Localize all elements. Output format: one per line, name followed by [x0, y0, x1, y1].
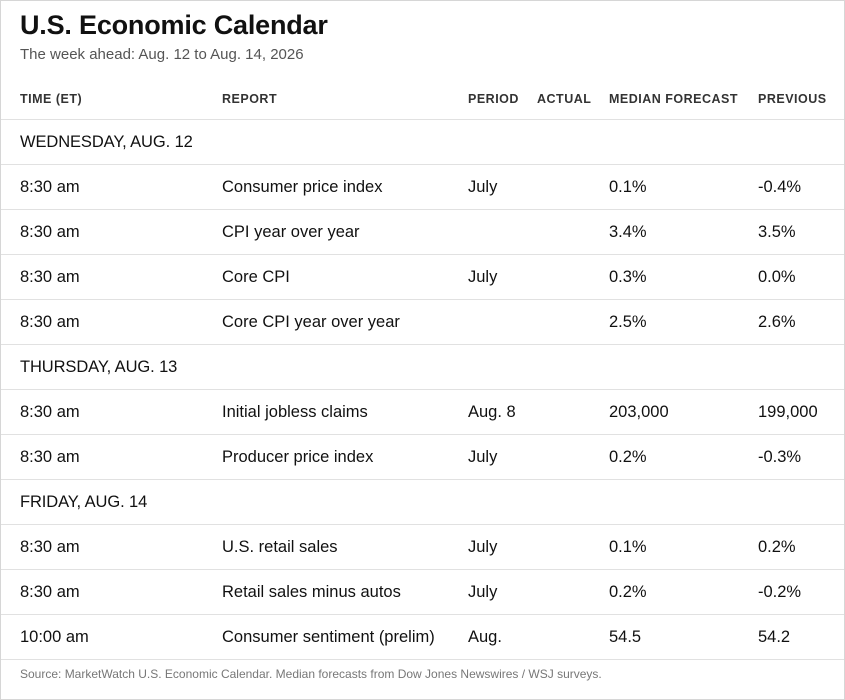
page-title: U.S. Economic Calendar: [20, 10, 328, 40]
cell-report: Producer price index: [222, 448, 374, 466]
cell-previous: -0.2%: [758, 583, 802, 601]
table-row: 8:30 am U.S. retail sales July 0.1% 0.2%: [1, 525, 844, 570]
cell-time: 8:30 am: [20, 403, 80, 421]
table-row: 8:30 am Retail sales minus autos July 0.2% -…: [1, 570, 844, 615]
cell-time: 8:30 am: [20, 583, 80, 601]
cell-period: Aug. 8: [468, 403, 516, 421]
table-row: 8:30 am Core CPI July 0.3% 0.0%: [1, 255, 844, 300]
cell-time: 10:00 am: [20, 628, 89, 646]
page-subtitle: The week ahead: Aug. 12 to Aug. 14, 2026: [20, 46, 304, 63]
column-header-median-forecast: MEDIAN FORECAST: [609, 92, 739, 106]
day-heading-row: WEDNESDAY, AUG. 12: [1, 120, 844, 165]
cell-period: July: [468, 178, 498, 196]
column-header-time: TIME (ET): [20, 92, 83, 106]
cell-previous: 0.0%: [758, 268, 796, 286]
cell-previous: 2.6%: [758, 313, 796, 331]
table-row: 8:30 am Consumer price index July 0.1% -0.4%: [1, 165, 844, 210]
cell-period: July: [468, 583, 498, 601]
cell-time: 8:30 am: [20, 313, 80, 331]
column-header-period: PERIOD: [468, 92, 519, 106]
cell-report: Consumer sentiment (prelim): [222, 628, 435, 646]
cell-median-forecast: 3.4%: [609, 223, 647, 241]
table-row: 8:30 am Core CPI year over year 2.5% 2.6%: [1, 300, 844, 345]
day-heading-row: FRIDAY, AUG. 14: [1, 480, 844, 525]
cell-previous: 199,000: [758, 403, 818, 421]
cell-report: Consumer price index: [222, 178, 383, 196]
cell-median-forecast: 0.3%: [609, 268, 647, 286]
cell-median-forecast: 0.2%: [609, 583, 647, 601]
cell-time: 8:30 am: [20, 178, 80, 196]
cell-time: 8:30 am: [20, 268, 80, 286]
cell-report: Retail sales minus autos: [222, 583, 401, 601]
cell-time: 8:30 am: [20, 538, 80, 556]
cell-period: July: [468, 448, 498, 466]
column-header-report: REPORT: [222, 92, 278, 106]
table-body: WEDNESDAY, AUG. 12 8:30 am Consumer price …: [1, 120, 844, 660]
cell-report: Core CPI year over year: [222, 313, 400, 331]
cell-median-forecast: 0.1%: [609, 538, 647, 556]
cell-median-forecast: 2.5%: [609, 313, 647, 331]
calendar-table: TIME (ET) REPORT PERIOD ACTUAL MEDIAN FO…: [1, 79, 844, 660]
cell-report: Core CPI: [222, 268, 290, 286]
cell-previous: 3.5%: [758, 223, 796, 241]
table-row: 10:00 am Consumer sentiment (prelim) Aug. 5…: [1, 615, 844, 660]
cell-report: CPI year over year: [222, 223, 360, 241]
table-row: 8:30 am CPI year over year 3.4% 3.5%: [1, 210, 844, 255]
table-row: 8:30 am Initial jobless claims Aug. 8 203,0…: [1, 390, 844, 435]
cell-period: July: [468, 538, 498, 556]
cell-report: Initial jobless claims: [222, 403, 368, 421]
column-header-previous: PREVIOUS: [758, 92, 827, 106]
table-header: TIME (ET) REPORT PERIOD ACTUAL MEDIAN FO…: [1, 79, 844, 120]
cell-period: Aug.: [468, 628, 502, 646]
cell-previous: 0.2%: [758, 538, 796, 556]
cell-previous: 54.2: [758, 628, 791, 646]
cell-median-forecast: 0.1%: [609, 178, 647, 196]
day-heading: WEDNESDAY, AUG. 12: [20, 133, 193, 151]
cell-median-forecast: 0.2%: [609, 448, 647, 466]
cell-median-forecast: 203,000: [609, 403, 669, 421]
cell-previous: -0.3%: [758, 448, 802, 466]
cell-median-forecast: 54.5: [609, 628, 642, 646]
cell-time: 8:30 am: [20, 223, 80, 241]
cell-previous: -0.4%: [758, 178, 802, 196]
day-heading: FRIDAY, AUG. 14: [20, 493, 148, 511]
column-header-actual: ACTUAL: [537, 92, 592, 106]
cell-period: July: [468, 268, 498, 286]
cell-time: 8:30 am: [20, 448, 80, 466]
day-heading: THURSDAY, AUG. 13: [20, 358, 178, 376]
day-heading-row: THURSDAY, AUG. 13: [1, 345, 844, 390]
cell-report: U.S. retail sales: [222, 538, 338, 556]
table-row: 8:30 am Producer price index July 0.2% -0.3%: [1, 435, 844, 480]
source-note: Source: MarketWatch U.S. Economic Calend…: [20, 667, 602, 681]
